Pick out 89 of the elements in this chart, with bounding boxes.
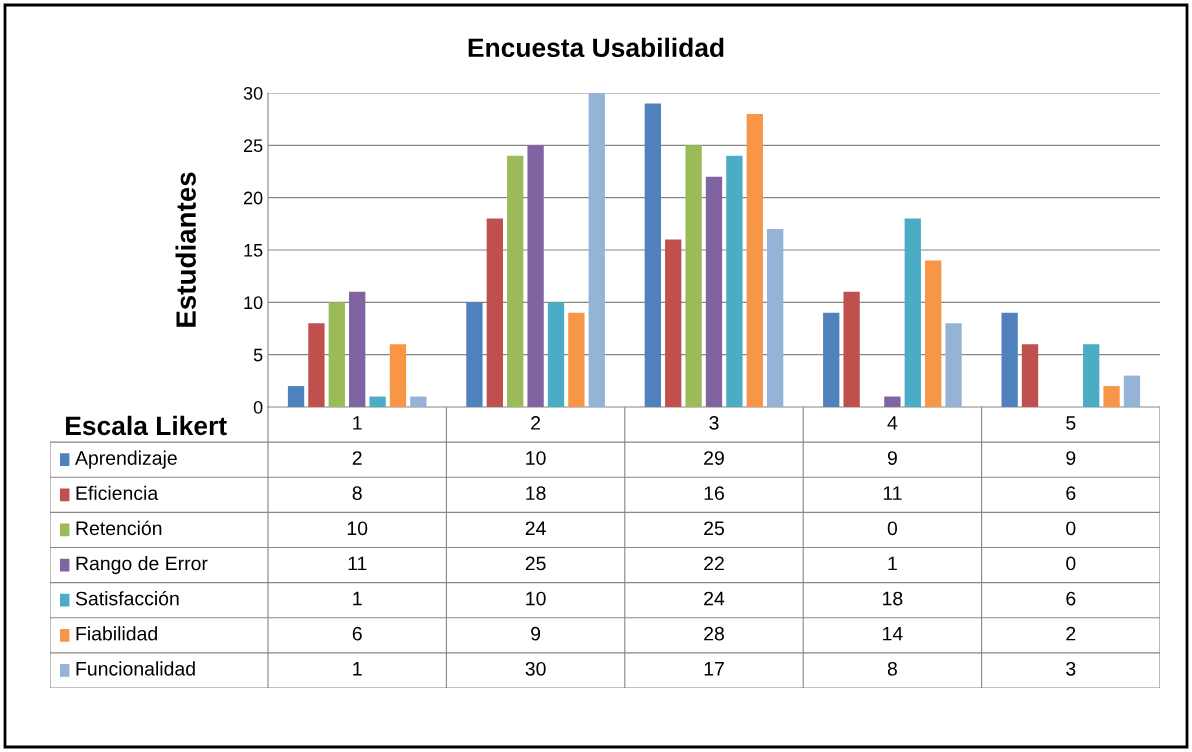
data-label: 11: [348, 556, 367, 571]
bar: [1001, 312, 1018, 407]
bar: [746, 113, 763, 407]
data-label: 16: [704, 486, 724, 501]
data-label: 10: [347, 521, 368, 536]
bar: [568, 312, 585, 407]
x-tick-label: 2: [531, 416, 541, 430]
data-label: 6: [352, 626, 362, 641]
data-label: 6: [1066, 591, 1076, 606]
bar: [925, 260, 942, 407]
legend-label: Funcionalidad: [76, 661, 195, 676]
y-tick-label: 0: [253, 400, 263, 414]
x-axis-title: Escala Likert: [66, 415, 227, 436]
data-label: 9: [887, 451, 897, 465]
bar: [884, 396, 901, 407]
y-tick-label: 25: [243, 139, 263, 153]
bar: [389, 344, 407, 407]
bar: [547, 302, 565, 407]
bar: [705, 176, 723, 407]
y-tick-label: 20: [243, 191, 263, 205]
x-tick-label: 5: [1066, 416, 1076, 430]
x-tick-label: 1: [353, 416, 362, 430]
data-label: 0: [1066, 556, 1076, 571]
y-tick-label: 10: [244, 296, 263, 310]
legend-label: Fiabilidad: [76, 626, 157, 641]
bar: [328, 302, 345, 407]
data-label: 2: [352, 451, 362, 465]
data-label: 24: [704, 591, 725, 606]
legend-label: Satisfacción: [75, 590, 179, 606]
legend-label: Eficiencia: [76, 485, 159, 501]
data-label: 1: [353, 591, 362, 606]
bar: [287, 386, 305, 407]
bar: [644, 103, 661, 407]
data-label: 25: [525, 556, 546, 571]
data-label: 28: [704, 626, 724, 641]
data-label: 18: [883, 591, 903, 606]
data-label: 29: [704, 451, 724, 465]
bar: [507, 155, 524, 407]
y-tick-label: 5: [253, 348, 263, 362]
legend-label: Retención: [76, 520, 162, 536]
bar: [823, 312, 840, 407]
data-label: 8: [352, 486, 362, 501]
bar: [1103, 386, 1120, 407]
bar: [685, 145, 702, 407]
bar: [486, 218, 503, 407]
data-label: 14: [883, 626, 903, 641]
bar: [665, 239, 682, 407]
data-label: 10: [526, 591, 546, 606]
y-tick-label: 30: [243, 86, 263, 100]
bar: [527, 145, 544, 407]
data-label: 22: [704, 556, 724, 571]
data-label: 3: [1066, 661, 1076, 676]
bar: [904, 218, 921, 407]
y-axis-title: Estudiantes: [175, 172, 196, 327]
bar: [588, 93, 605, 407]
data-label: 8: [887, 661, 897, 676]
data-label: 0: [887, 521, 898, 536]
data-label: 9: [531, 626, 541, 641]
data-label: 1: [888, 556, 897, 571]
bar: [466, 302, 483, 407]
data-label: 9: [1066, 451, 1076, 465]
data-label: 24: [525, 521, 546, 535]
bar: [1083, 344, 1100, 407]
x-tick-label: 3: [709, 416, 719, 430]
bar: [945, 323, 962, 407]
data-label: 17: [704, 662, 724, 676]
data-label: 1: [353, 662, 362, 676]
legend-label: Aprendizaje: [75, 450, 177, 469]
data-label: 10: [526, 451, 546, 465]
data-label: 25: [704, 521, 724, 536]
data-label: 18: [526, 486, 546, 501]
bar: [1021, 344, 1039, 407]
data-label: 6: [1066, 486, 1076, 501]
data-label: 2: [1066, 626, 1076, 641]
bar: [843, 291, 860, 407]
data-label: 0: [1066, 521, 1076, 536]
data-label: 30: [525, 661, 546, 676]
bar: [308, 323, 325, 407]
chart-title: Encuesta Usabilidad: [468, 37, 724, 58]
y-tick-label: 15: [244, 244, 263, 257]
x-tick-label: 4: [887, 416, 898, 430]
bar: [1123, 375, 1141, 407]
bar: [410, 396, 427, 407]
bar: [726, 155, 743, 407]
bar: [369, 396, 386, 407]
legend-label: Rango de Error: [76, 556, 208, 575]
data-label: 11: [883, 486, 902, 500]
bar: [349, 291, 366, 407]
bar: [767, 229, 784, 407]
